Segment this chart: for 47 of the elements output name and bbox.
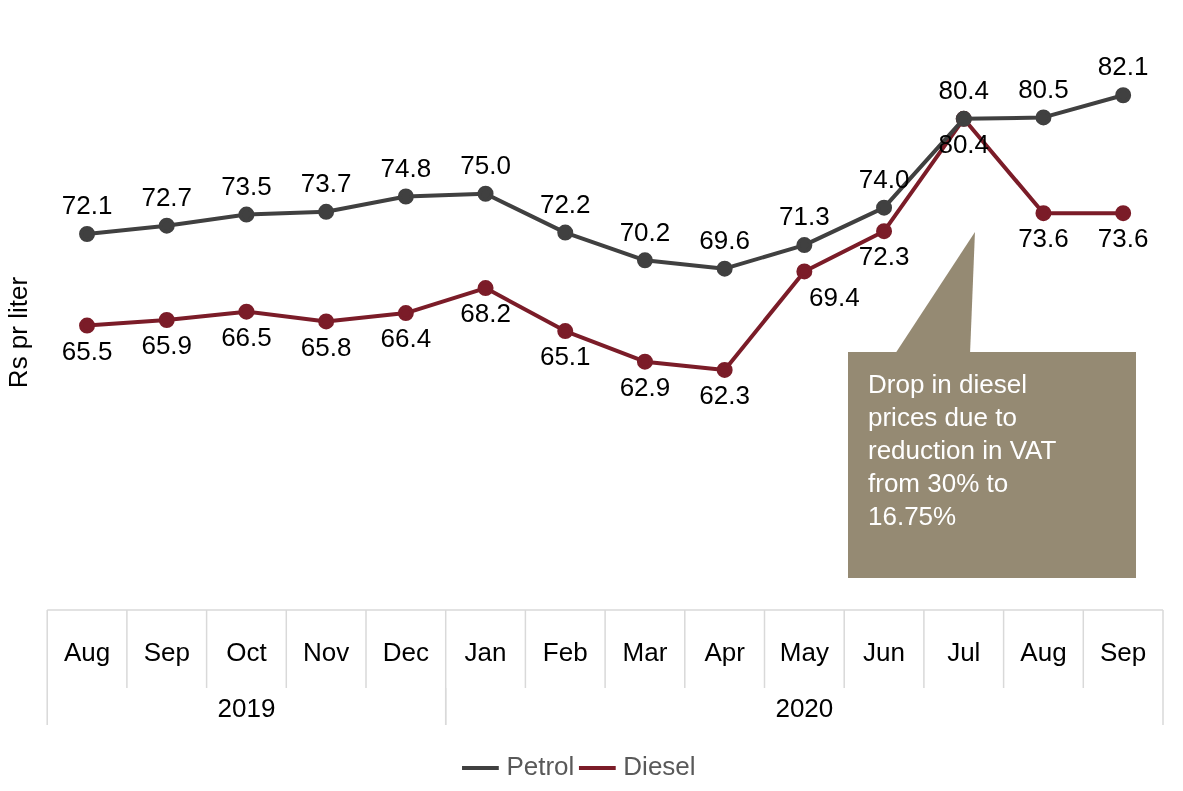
data-label: 69.4 <box>809 281 860 312</box>
legend-label: Petrol <box>506 751 575 782</box>
annotation: Drop in diesel prices due to reduction in VAT from 30% to 16.75% <box>848 352 1136 578</box>
data-label: 62.3 <box>699 380 750 411</box>
x-tick-label: Jan <box>464 636 507 667</box>
data-label: 73.6 <box>1018 223 1069 254</box>
data-label: 65.5 <box>61 335 113 366</box>
data-label: 74.0 <box>858 163 910 194</box>
legend-label: Diesel <box>623 751 696 782</box>
x-tick-label: Dec <box>382 636 429 667</box>
x-tick-label: Sep <box>143 636 190 667</box>
data-label: 65.9 <box>141 330 193 361</box>
x-tick-label: Aug <box>63 636 111 667</box>
data-label: 73.7 <box>300 167 352 198</box>
data-label: 73.6 <box>1097 223 1149 254</box>
x-tick-label: May <box>779 636 829 667</box>
data-label: 68.2 <box>460 298 511 329</box>
text: 2020 <box>775 693 834 724</box>
data-label: 66.4 <box>380 323 432 354</box>
data-label: 65.1 <box>539 341 591 372</box>
data-label: 72.7 <box>141 181 193 212</box>
data-label: 73.5 <box>221 170 272 201</box>
data-label: 62.9 <box>619 371 671 402</box>
x-tick-label: Feb <box>542 636 588 667</box>
data-label: 72.1 <box>61 190 113 221</box>
data-label: 80.4 <box>938 75 990 105</box>
text: 2019 <box>217 693 276 724</box>
data-label: 71.3 <box>779 201 830 232</box>
x-tick-label: Mar <box>622 636 668 667</box>
data-label: 66.5 <box>221 321 272 352</box>
y-axis-title: Rs pr liter <box>2 276 33 389</box>
x-tick-label: Aug <box>1020 636 1067 667</box>
data-label: 75.0 <box>460 149 511 180</box>
data-label: 82.1 <box>1097 51 1149 82</box>
x-tick-label: Nov <box>303 636 350 667</box>
data-label: 69.6 <box>699 224 750 255</box>
data-label: 70.2 <box>619 216 671 247</box>
data-label: 80.5 <box>1018 73 1069 104</box>
data-label: 74.8 <box>380 152 432 183</box>
x-tick-label: Jul <box>947 636 981 667</box>
x-tick-label: Apr <box>704 636 746 667</box>
data-label: 72.2 <box>539 188 591 219</box>
data-label: 72.3 <box>858 241 910 272</box>
x-tick-label: Oct <box>226 636 268 667</box>
x-tick-label: Sep <box>1100 636 1147 667</box>
x-tick-label: Jun <box>863 636 906 667</box>
data-label: 65.8 <box>300 331 352 362</box>
